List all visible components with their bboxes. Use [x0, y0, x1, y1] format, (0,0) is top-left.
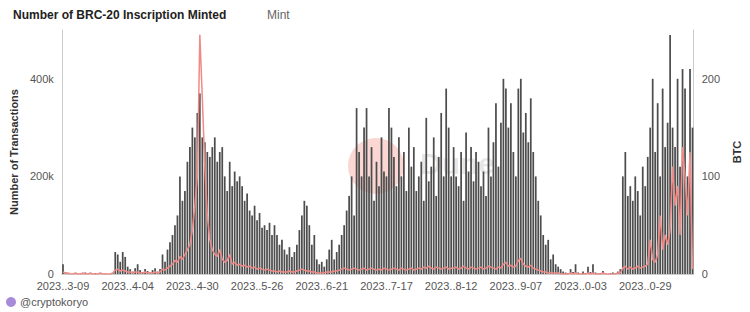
- svg-text:400k: 400k: [30, 73, 54, 85]
- svg-text:2023..0-03: 2023..0-03: [554, 280, 607, 292]
- svg-text:Number of Transactions: Number of Transactions: [8, 89, 20, 215]
- svg-text:@cryptokoryo: @cryptokoryo: [20, 296, 88, 308]
- svg-text:2023..3-09: 2023..3-09: [37, 280, 90, 292]
- svg-text:2023..8-12: 2023..8-12: [425, 280, 478, 292]
- svg-text:BTC: BTC: [731, 141, 743, 164]
- svg-text:2023..9-07: 2023..9-07: [490, 280, 543, 292]
- svg-text:0: 0: [48, 268, 54, 280]
- svg-text:200k: 200k: [30, 170, 54, 182]
- svg-text:2023..6-21: 2023..6-21: [295, 280, 348, 292]
- svg-text:100: 100: [702, 170, 720, 182]
- svg-text:0: 0: [702, 268, 708, 280]
- svg-text:2023..7-17: 2023..7-17: [360, 280, 413, 292]
- svg-text:200: 200: [702, 73, 720, 85]
- svg-text:Mint: Mint: [267, 8, 290, 22]
- svg-text:2023..5-26: 2023..5-26: [231, 280, 284, 292]
- svg-text:2023..4-04: 2023..4-04: [101, 280, 154, 292]
- svg-text:2023..4-30: 2023..4-30: [166, 280, 219, 292]
- svg-text:Number of BRC-20 Inscription M: Number of BRC-20 Inscription Minted: [13, 8, 226, 22]
- svg-text:2023..0-29: 2023..0-29: [619, 280, 672, 292]
- svg-text:Dune: Dune: [420, 146, 495, 180]
